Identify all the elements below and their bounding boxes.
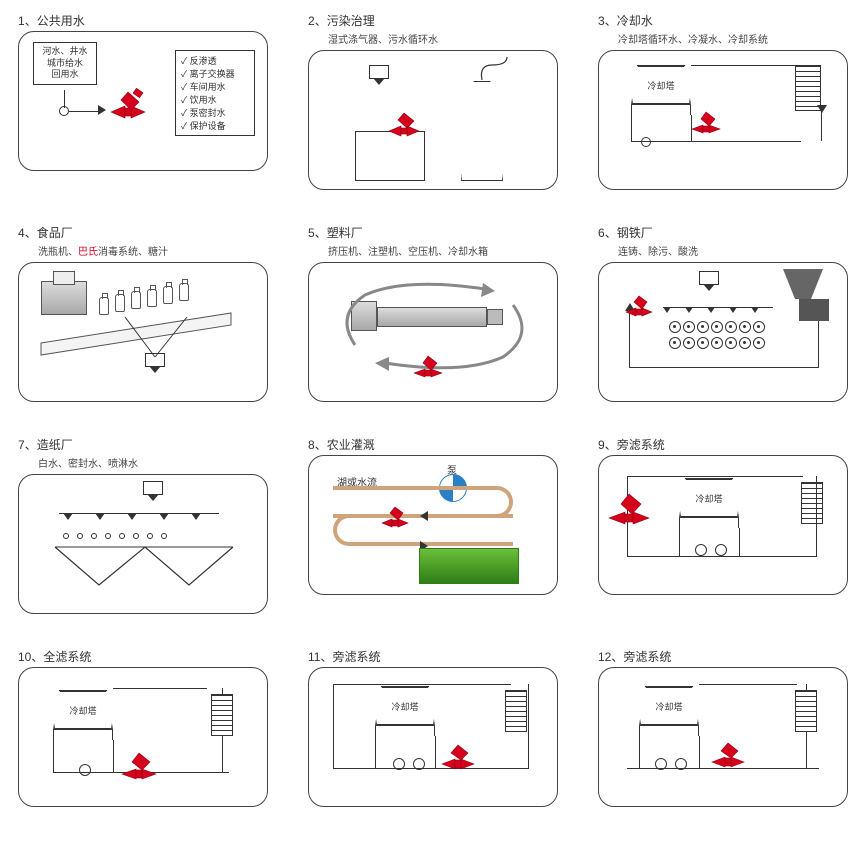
- coil-icon: [795, 690, 817, 732]
- panel-9-title: 9、旁滤系统: [598, 436, 848, 453]
- panel-5-subtitle: 挤压机、注塑机、空压机、冷却水箱: [328, 243, 558, 258]
- spray-icon: [699, 271, 719, 285]
- panel-5: 5、塑料厂 挤压机、注塑机、空压机、冷却水箱: [308, 224, 558, 414]
- panel-8-frame: 湖或水流 泵: [308, 455, 558, 595]
- filter-icon: [439, 742, 479, 776]
- panel-11: 11、旁滤系统 冷却塔: [308, 648, 558, 838]
- filter-icon: [385, 109, 425, 145]
- panel-7-title: 7、造纸厂: [18, 436, 268, 453]
- checklist: 反渗透 离子交换器 车间用水 饮用水 泵密封水 保护设备: [175, 50, 255, 136]
- panel-12: 12、旁滤系统 冷却塔: [598, 648, 848, 838]
- panel-8: 8、农业灌溉 湖或水流 泵: [308, 436, 558, 626]
- panel-3-frame: 冷却塔: [598, 50, 848, 190]
- funnel-icon: [783, 269, 823, 299]
- filter-icon: [107, 88, 149, 128]
- spray-icon: [143, 481, 163, 495]
- panel-2-title: 2、污染治理: [308, 12, 558, 29]
- cooling-tower: 冷却塔: [375, 686, 435, 726]
- panel-4-subtitle: 洗瓶机、巴氏消毒系统、糖汁: [38, 243, 268, 258]
- panel-3-subtitle: 冷却塔循环水、冷凝水、冷却系统: [618, 31, 848, 46]
- panel-7-subtitle: 白水、密封水、喷淋水: [38, 455, 268, 470]
- diagram-grid: 1、公共用水 河水、井水 城市给水 回用水: [0, 0, 860, 850]
- cooling-tower: 冷却塔: [639, 686, 699, 726]
- panel-6-title: 6、钢铁厂: [598, 224, 848, 241]
- cooling-tower: 冷却塔: [679, 478, 739, 518]
- panel-7-frame: [18, 474, 268, 614]
- panel-1-frame: 河水、井水 城市给水 回用水 反渗透 离子交换器: [18, 31, 268, 171]
- cooling-tower: 冷却塔: [53, 690, 113, 730]
- spray-icon: [369, 65, 389, 79]
- panel-2-subtitle: 湿式涤气器、污水循环水: [328, 31, 558, 46]
- filter-icon: [623, 293, 657, 323]
- panel-2: 2、污染治理 湿式涤气器、污水循环水: [308, 12, 558, 202]
- panel-10-frame: 冷却塔: [18, 667, 268, 807]
- panel-6: 6、钢铁厂 连铸、除污、酸洗: [598, 224, 848, 414]
- rollers-icon: [669, 321, 765, 333]
- panel-4-title: 4、食品厂: [18, 224, 268, 241]
- coil-icon: [801, 482, 823, 524]
- panel-6-frame: [598, 262, 848, 402]
- panel-10-title: 10、全滤系统: [18, 648, 268, 665]
- panel-6-subtitle: 连铸、除污、酸洗: [618, 243, 848, 258]
- panel-1-title: 1、公共用水: [18, 12, 268, 29]
- smoke-icon: [477, 55, 517, 85]
- filter-icon: [119, 750, 161, 786]
- panel-2-frame: [308, 50, 558, 190]
- coil-icon: [211, 694, 233, 736]
- panel-11-frame: 冷却塔: [308, 667, 558, 807]
- panel-8-title: 8、农业灌溉: [308, 436, 558, 453]
- panel-3: 3、冷却水 冷却塔循环水、冷凝水、冷却系统 冷却塔: [598, 12, 848, 202]
- panel-4-frame: [18, 262, 268, 402]
- panel-7: 7、造纸厂 白水、密封水、喷淋水: [18, 436, 268, 626]
- panel-9-frame: 冷却塔: [598, 455, 848, 595]
- panel-9: 9、旁滤系统 冷却塔: [598, 436, 848, 626]
- source-box: 河水、井水 城市给水 回用水: [33, 42, 97, 85]
- panel-11-title: 11、旁滤系统: [308, 648, 558, 665]
- filter-icon: [379, 504, 413, 534]
- cooling-tower: 冷却塔: [631, 65, 691, 105]
- panel-3-title: 3、冷却水: [598, 12, 848, 29]
- coil-icon: [505, 690, 527, 732]
- filter-icon: [709, 740, 749, 774]
- panel-10: 10、全滤系统 冷却塔: [18, 648, 268, 838]
- panel-1: 1、公共用水 河水、井水 城市给水 回用水: [18, 12, 268, 202]
- filter-icon: [411, 353, 447, 383]
- panel-12-title: 12、旁滤系统: [598, 648, 848, 665]
- panel-12-frame: 冷却塔: [598, 667, 848, 807]
- filter-icon: [689, 109, 725, 141]
- panel-5-frame: [308, 262, 558, 402]
- filter-icon: [605, 490, 653, 534]
- panel-5-title: 5、塑料厂: [308, 224, 558, 241]
- panel-4: 4、食品厂 洗瓶机、巴氏消毒系统、糖汁: [18, 224, 268, 414]
- field-icon: [419, 548, 519, 584]
